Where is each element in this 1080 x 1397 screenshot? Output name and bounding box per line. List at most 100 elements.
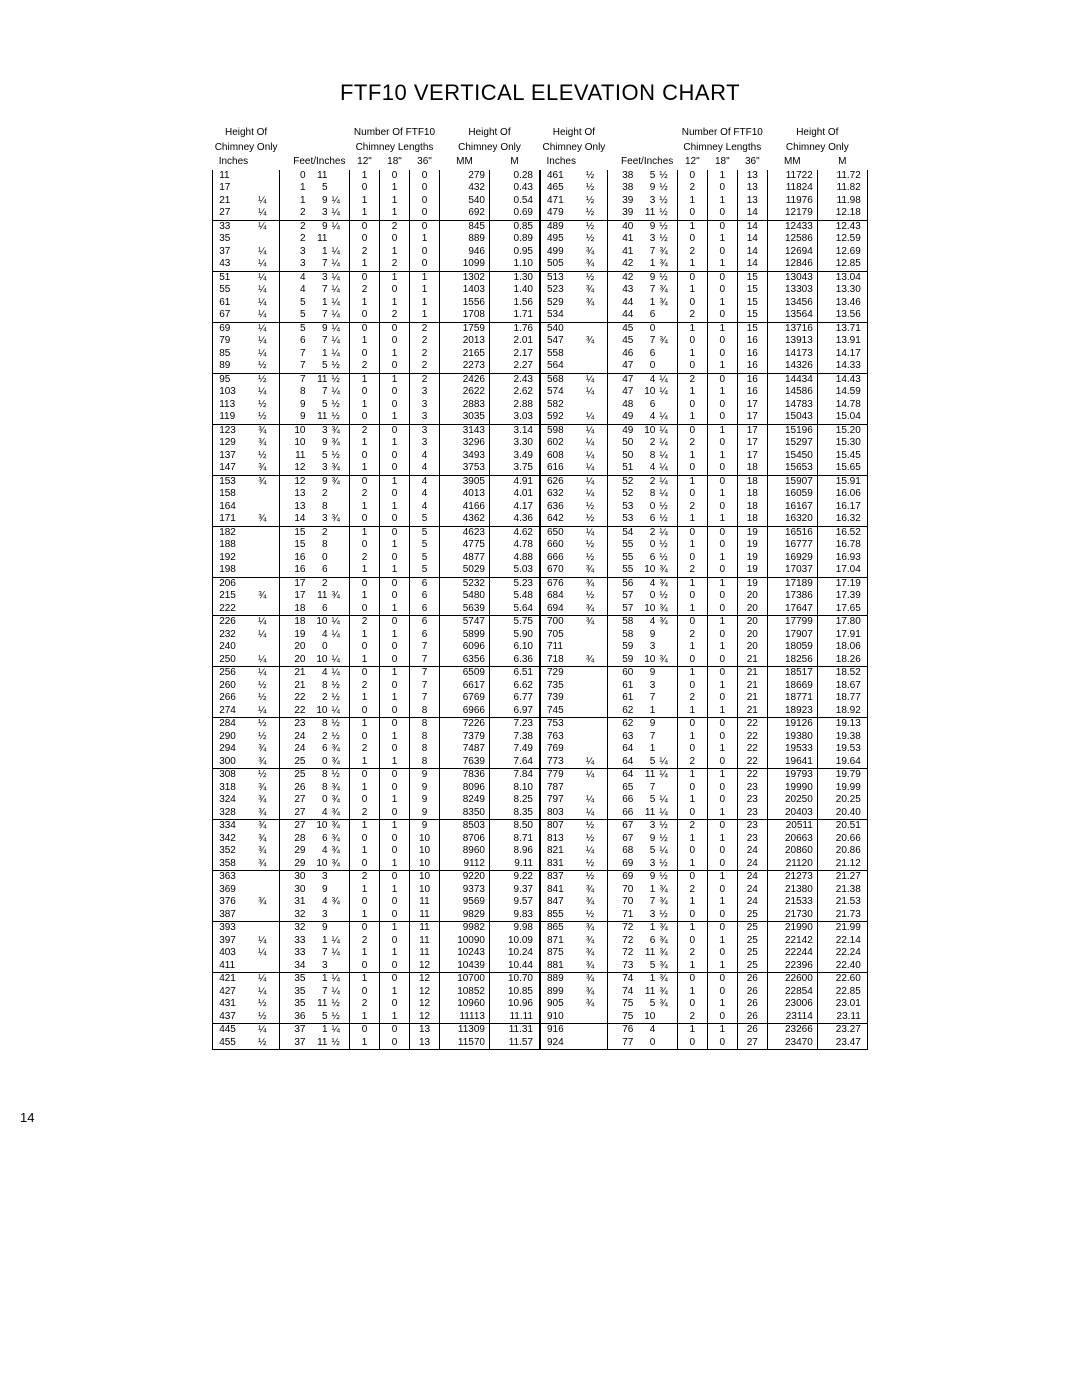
cell-m: 14.33 [817,360,867,373]
cell-feet-in: 7 [310,386,332,399]
cell-inches-frac: ½ [586,195,607,208]
cell-mm: 7836 [440,769,490,782]
cell-m: 15.65 [817,462,867,475]
cell-feet: 64 [607,743,637,756]
cell-inches: 479 [541,207,586,220]
cell-mm: 21990 [767,922,817,935]
cell-feet-in: 2 [310,488,332,501]
cell-inches: 803 [541,807,586,820]
cell-18: 1 [380,1011,410,1024]
cell-m: 23.27 [817,1024,867,1037]
table-row: 855 ½ 71 3 ½ 0 0 25 21730 21.73 [541,909,868,922]
cell-mm: 18517 [767,667,817,680]
cell-18: 0 [707,590,737,603]
cell-feet: 74 [607,973,637,986]
cell-feet-frac: ¼ [659,462,677,475]
table-row: 328 ¾ 27 4 ¾ 2 0 9 8350 8.35 [213,807,540,820]
cell-mm: 20403 [767,807,817,820]
cell-feet-in: 8 [310,680,332,693]
cell-feet-in: 9 [310,322,332,335]
cell-mm: 432 [440,182,490,195]
cell-feet: 42 [607,258,637,271]
cell-18: 0 [380,450,410,463]
cell-feet: 57 [607,590,637,603]
table-row: 437 ½ 36 5 ½ 1 1 12 11113 11.11 [213,1011,540,1024]
cell-12: 1 [677,960,707,973]
cell-18: 1 [380,437,410,450]
hdr-height-of-2: Height Of [440,126,540,141]
cell-mm: 11976 [767,195,817,208]
table-row: 103 ¼ 8 7 ¼ 0 0 3 2622 2.62 [213,386,540,399]
cell-inches-frac: ½ [258,692,279,705]
cell-feet-frac: ¾ [659,603,677,616]
cell-inches: 397 [213,935,258,948]
table-row: 718 ¾ 59 10 ¾ 0 0 21 18256 18.26 [541,654,868,667]
cell-m: 3.14 [490,424,540,437]
page-number: 14 [20,1110,1020,1125]
cell-12: 1 [350,195,380,208]
cell-feet-frac [332,564,350,577]
cell-inches: 916 [541,1024,586,1037]
cell-feet-in: 2 [637,526,659,539]
cell-feet-frac: ¼ [659,411,677,424]
cell-feet-frac: ¾ [659,258,677,271]
cell-feet: 16 [280,564,310,577]
cell-inches-frac [586,680,607,693]
cell-18: 0 [707,909,737,922]
table-row: 240 20 0 0 0 7 6096 6.10 [213,641,540,654]
cell-12: 0 [677,935,707,948]
cell-feet-in: 5 [310,399,332,412]
cell-feet-in: 9 [310,884,332,897]
cell-18: 1 [707,322,737,335]
cell-feet-in: 11 [310,998,332,1011]
table-row: 274 ¼ 22 10 ¼ 0 0 8 6966 6.97 [213,705,540,718]
cell-inches-frac [586,743,607,756]
cell-36: 2 [410,322,440,335]
cell-36: 0 [410,195,440,208]
table-row: 222 18 6 0 1 6 5639 5.64 [213,603,540,616]
table-row: 540 45 0 1 1 15 13716 13.71 [541,322,868,335]
cell-feet-in: 10 [637,654,659,667]
table-row: 369 30 9 1 1 10 9373 9.37 [213,884,540,897]
cell-feet-frac [659,692,677,705]
cell-mm: 11309 [440,1024,490,1037]
cell-18: 0 [707,603,737,616]
cell-feet: 70 [607,896,637,909]
cell-mm: 10852 [440,986,490,999]
tables-container: Height Of Number Of FTF10 Height Of Chim… [60,126,1020,1050]
cell-inches-frac: ½ [258,373,279,386]
table-row: 745 62 1 1 1 21 18923 18.92 [541,705,868,718]
cell-feet-frac [659,629,677,642]
cell-36: 21 [737,680,767,693]
cell-12: 0 [677,871,707,884]
cell-12: 0 [350,641,380,654]
cell-inches-frac: ¾ [258,858,279,871]
cell-feet-frac: ¾ [332,437,350,450]
table-row: 499 ¾ 41 7 ¾ 2 0 14 12694 12.69 [541,246,868,259]
table-row: 739 61 7 2 0 21 18771 18.77 [541,692,868,705]
cell-feet: 5 [280,297,310,310]
cell-inches: 206 [213,577,258,590]
cell-18: 0 [380,590,410,603]
cell-inches: 421 [213,973,258,986]
cell-inches-frac: ½ [258,450,279,463]
cell-18: 0 [707,348,737,361]
cell-18: 0 [380,399,410,412]
table-row: 582 48 6 0 0 17 14783 14.78 [541,399,868,412]
cell-inches: 294 [213,743,258,756]
cell-feet-frac [332,233,350,246]
cell-feet-frac: ½ [659,501,677,514]
cell-inches: 660 [541,539,586,552]
cell-12: 0 [350,322,380,335]
cell-12: 0 [677,782,707,795]
cell-inches: 598 [541,424,586,437]
table-row: 632 ¼ 52 8 ¼ 0 1 18 16059 16.06 [541,488,868,501]
cell-inches: 240 [213,641,258,654]
cell-36: 19 [737,564,767,577]
cell-inches: 495 [541,233,586,246]
cell-feet-in: 11 [310,233,332,246]
cell-12: 1 [350,170,380,183]
cell-feet: 63 [607,731,637,744]
hdr-12: 12" [677,155,707,170]
cell-inches: 745 [541,705,586,718]
